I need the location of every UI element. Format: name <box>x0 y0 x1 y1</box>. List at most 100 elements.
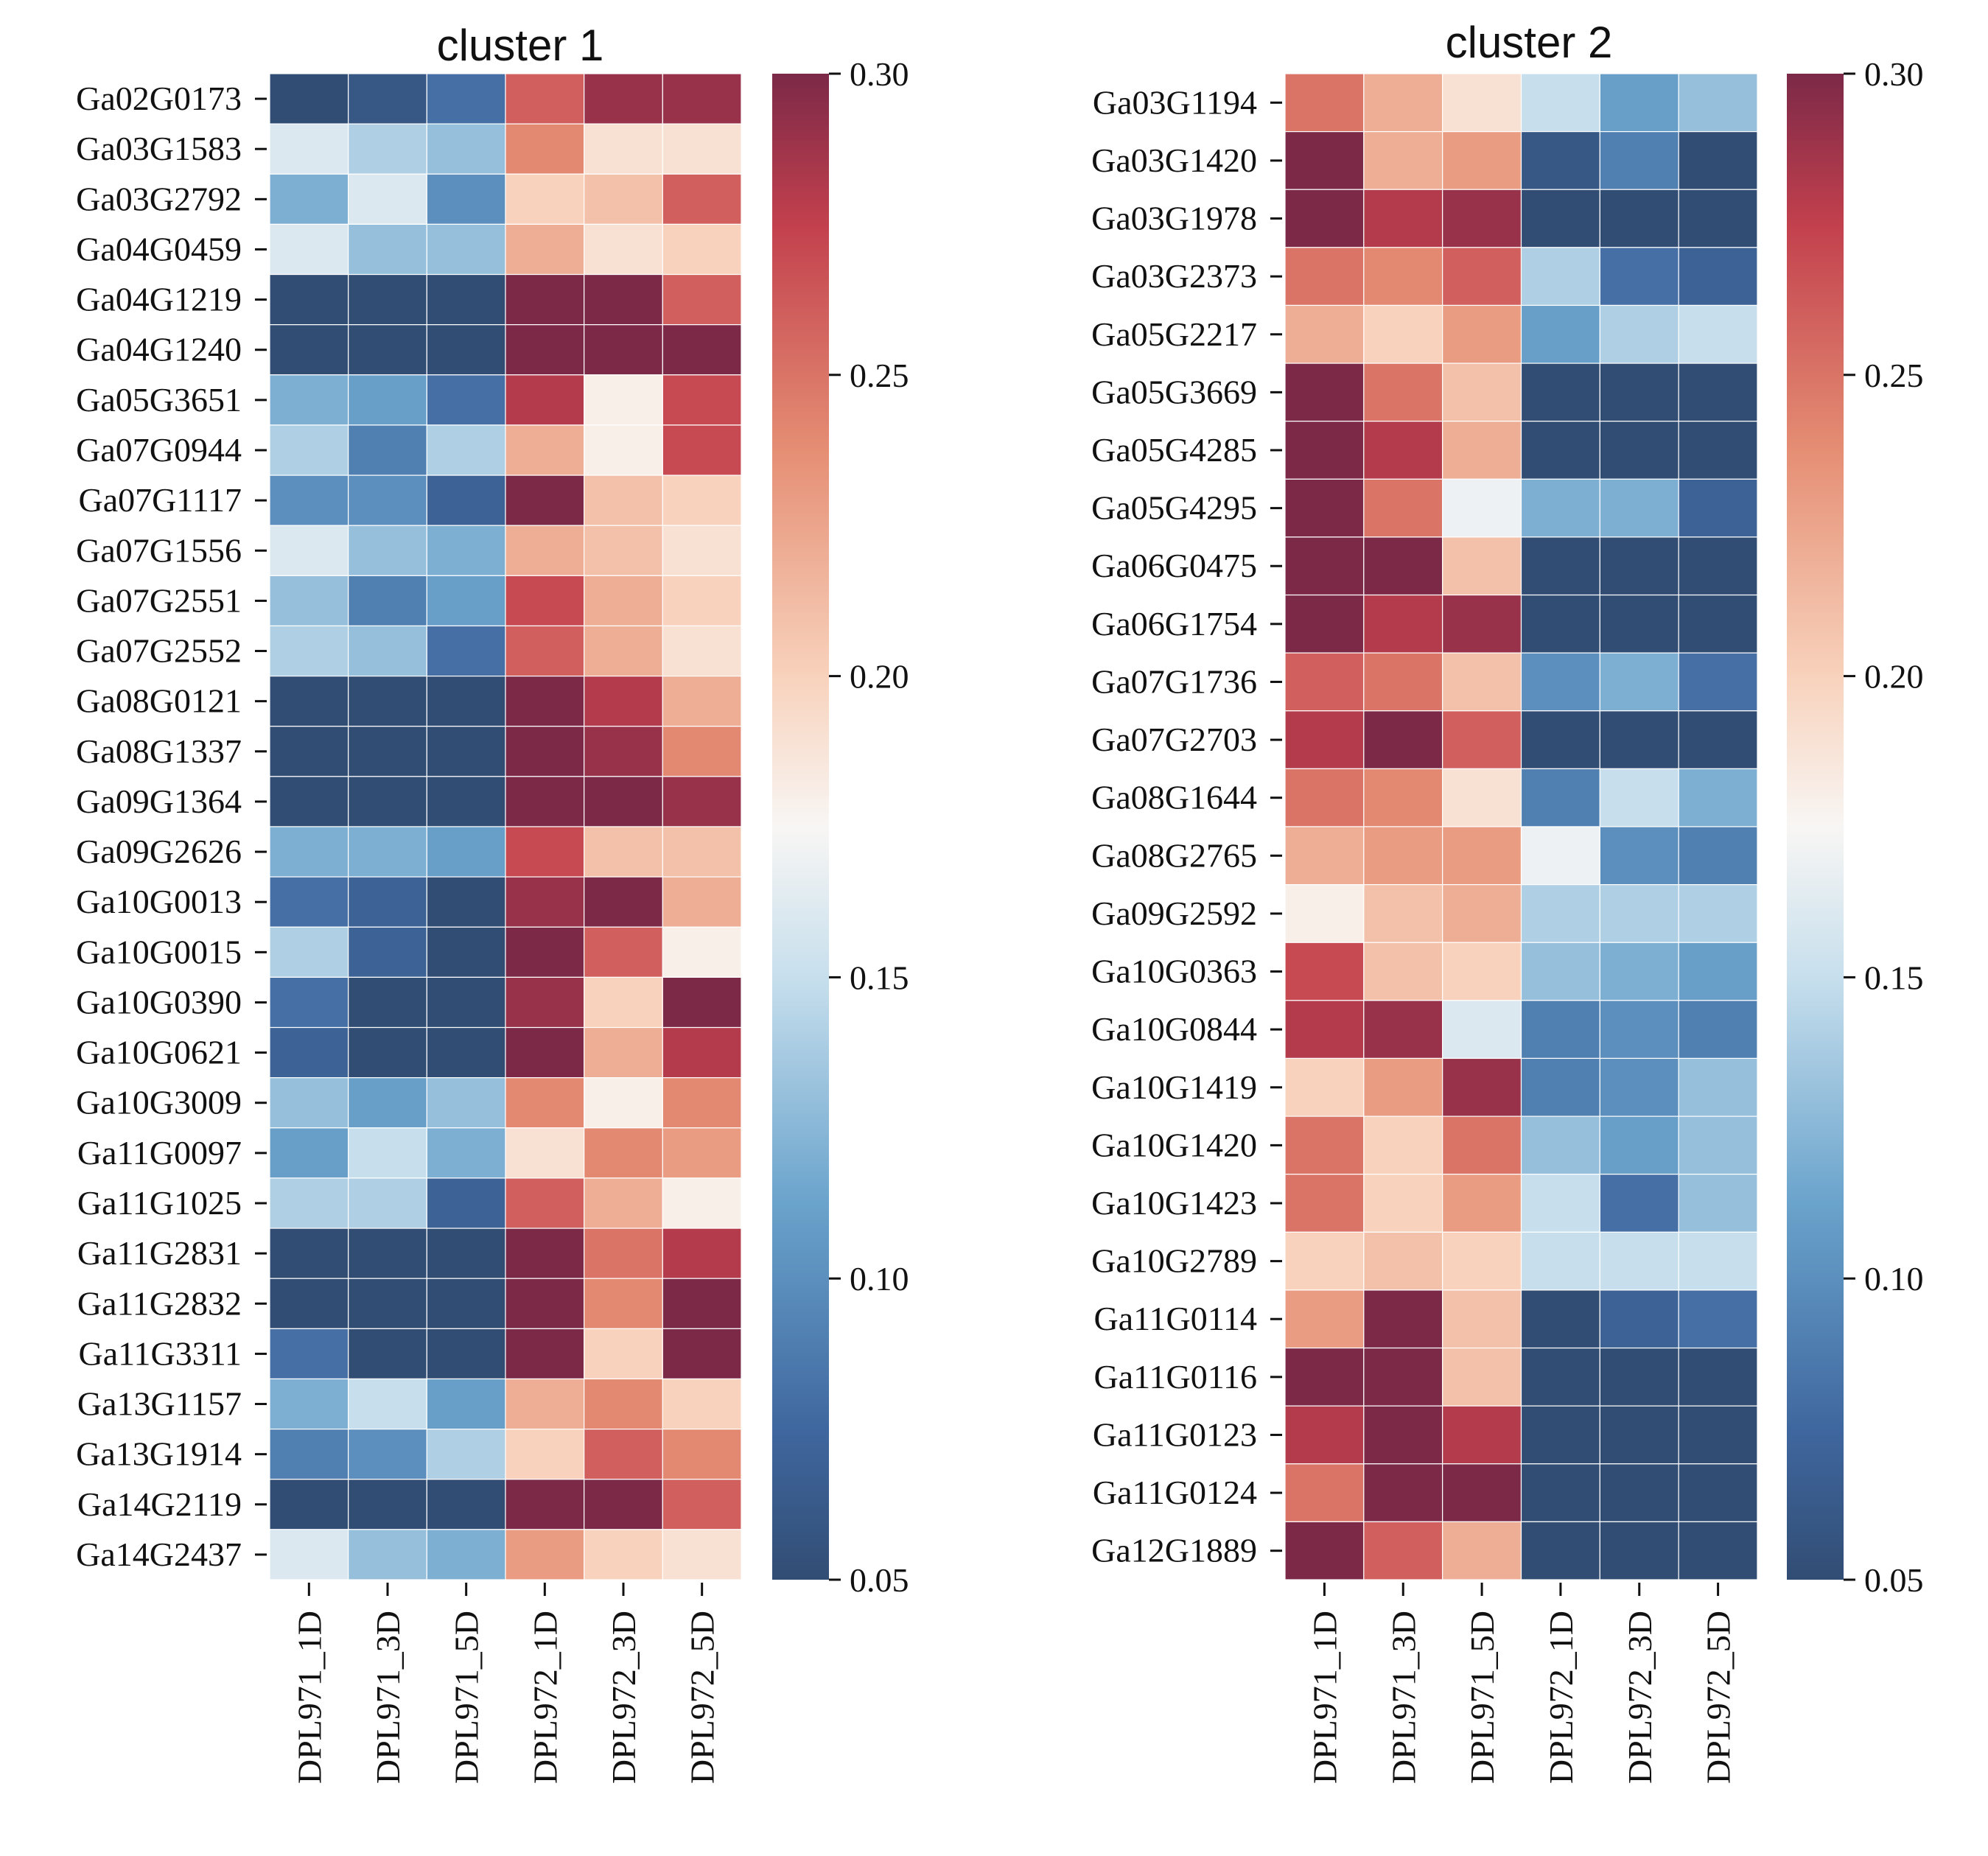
row-label: Ga08G1644 <box>1091 779 1257 816</box>
heatmap-cell <box>1363 1347 1443 1407</box>
heatmap-cell <box>348 876 427 928</box>
row-label: Ga10G1423 <box>1091 1184 1257 1222</box>
heatmap-cell <box>505 1479 585 1530</box>
heatmap-cell <box>426 123 506 175</box>
row-label: Ga10G0390 <box>76 983 242 1020</box>
heatmap-cell <box>662 1127 742 1179</box>
row-label: Ga03G1420 <box>1091 141 1257 179</box>
heatmap-cell <box>348 324 427 376</box>
heatmap-cell <box>1363 1000 1443 1060</box>
heatmap-cell <box>1363 536 1443 596</box>
heatmap-cell <box>1442 478 1522 538</box>
heatmap-cell <box>426 726 506 777</box>
heatmap-cell <box>1520 1521 1600 1580</box>
heatmap-cell <box>584 1177 663 1229</box>
heatmap-cell <box>1599 478 1679 538</box>
heatmap-cell <box>1363 421 1443 480</box>
heatmap-cell <box>269 1026 349 1079</box>
heatmap-cell <box>662 123 742 175</box>
column-label: DPL972_3D <box>605 1611 643 1784</box>
heatmap-cell <box>348 223 427 276</box>
heatmap-cell <box>1678 768 1758 827</box>
heatmap-cell <box>662 876 742 928</box>
heatmap-cell <box>1520 1000 1600 1060</box>
heatmap-cell <box>348 1228 427 1279</box>
heatmap-cell <box>505 826 585 878</box>
heatmap-cell <box>1678 1289 1758 1349</box>
row-label: Ga03G2792 <box>76 180 242 217</box>
heatmap-cell <box>1678 1405 1758 1465</box>
heatmap-cell <box>426 1077 506 1129</box>
heatmap-cell <box>348 123 427 175</box>
heatmap-cell <box>1442 73 1522 133</box>
heatmap-cell <box>426 273 506 326</box>
heatmap-cell <box>426 1177 506 1229</box>
heatmap-cell <box>1284 652 1365 712</box>
heatmap-cell <box>1284 1405 1365 1465</box>
heatmap-cell <box>1599 131 1679 190</box>
heatmap-cell <box>505 1077 585 1129</box>
heatmap-cell <box>1599 247 1679 307</box>
row-label: Ga14G2119 <box>77 1485 242 1523</box>
heatmap-cell <box>1284 131 1365 190</box>
row-label: Ga11G2831 <box>77 1234 242 1272</box>
heatmap-cell <box>505 1278 585 1329</box>
heatmap-cell <box>1442 189 1522 248</box>
heatmap-cell <box>1599 768 1679 827</box>
heatmap-cell <box>505 474 585 526</box>
heatmap-cell <box>1599 304 1679 364</box>
heatmap-cell <box>1284 1347 1365 1407</box>
heatmap-cell <box>584 1328 663 1380</box>
heatmap-cell <box>1599 826 1679 886</box>
heatmap-cell <box>1442 131 1522 190</box>
heatmap-cell <box>1284 1116 1365 1175</box>
row-label: Ga10G0621 <box>76 1034 242 1071</box>
heatmap-cell <box>269 776 349 827</box>
heatmap-cell <box>1363 1174 1443 1233</box>
heatmap-cell <box>348 976 427 1029</box>
heatmap-cell <box>1599 1000 1679 1060</box>
heatmap-cell <box>348 776 427 827</box>
heatmap-cell <box>1284 1289 1365 1349</box>
heatmap-cell <box>662 273 742 326</box>
row-label: Ga02G0173 <box>76 80 242 117</box>
heatmap-cell <box>1363 131 1443 190</box>
heatmap-cell <box>1678 1116 1758 1175</box>
heatmap-cell <box>1363 884 1443 943</box>
heatmap-cell <box>1678 363 1758 422</box>
heatmap-cell <box>426 1529 506 1580</box>
row-label: Ga03G1194 <box>1093 83 1257 121</box>
heatmap-cell <box>662 374 742 426</box>
heatmap-cell <box>584 173 663 225</box>
heatmap-cell <box>269 675 349 727</box>
heatmap-cell <box>584 474 663 526</box>
heatmap-cell <box>662 826 742 878</box>
heatmap-cell <box>1363 304 1443 364</box>
heatmap-cell <box>505 1529 585 1580</box>
heatmap-cell <box>269 474 349 526</box>
heatmap-cell <box>662 675 742 727</box>
heatmap-cell <box>1284 189 1365 248</box>
heatmap-cell <box>1599 594 1679 654</box>
heatmap-cell <box>1284 1057 1365 1117</box>
heatmap-cell <box>1520 73 1600 133</box>
heatmap-cell <box>269 1127 349 1179</box>
row-label: Ga10G0013 <box>76 883 242 920</box>
heatmap-cell <box>1442 1289 1522 1349</box>
heatmap-cell <box>662 424 742 476</box>
heatmap-cell <box>426 625 506 677</box>
heatmap-cell <box>1678 131 1758 190</box>
colorbar-tick-label: 0.30 <box>850 55 909 93</box>
heatmap-cell <box>584 926 663 978</box>
heatmap-cell <box>1599 1116 1679 1175</box>
heatmap-cell <box>1442 363 1522 422</box>
heatmap-cell <box>426 1127 506 1179</box>
heatmap-cell <box>426 575 506 627</box>
colorbar-tick-label: 0.10 <box>850 1260 909 1298</box>
colorbar-tick-label: 0.20 <box>850 658 909 696</box>
heatmap-cell <box>348 1177 427 1229</box>
column-label: DPL971_3D <box>369 1611 407 1784</box>
column-label: DPL972_3D <box>1621 1611 1659 1784</box>
heatmap-cell <box>584 876 663 928</box>
